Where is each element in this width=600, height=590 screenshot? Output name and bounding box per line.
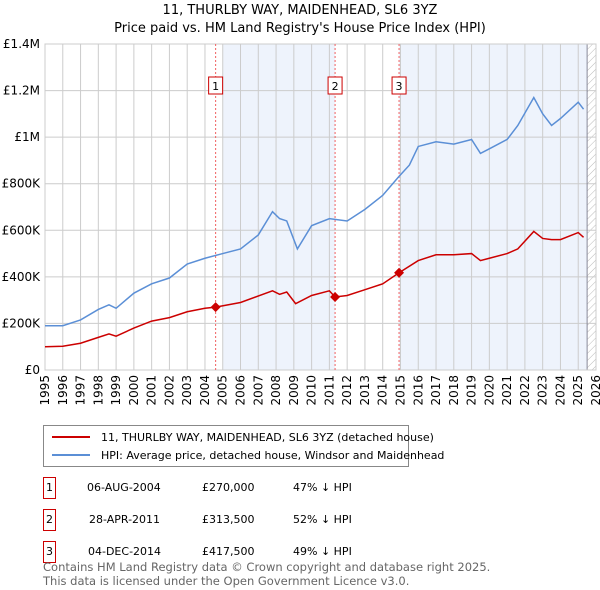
x-tick-label: 2001 (145, 375, 159, 406)
x-tick-label: 2015 (393, 375, 407, 406)
x-tick-label: 1996 (56, 375, 70, 406)
sale-label-box (327, 76, 343, 95)
x-tick-label: 2018 (447, 375, 461, 406)
x-tick-label: 2017 (429, 375, 443, 406)
sale-hpi: 49% ↓ HPI (293, 545, 352, 558)
sale-point (394, 267, 405, 278)
sale-price: £417,500 (202, 545, 255, 558)
x-tick-label: 2003 (180, 375, 194, 406)
x-tick-label: 2004 (198, 375, 212, 406)
x-tick-label: 2014 (376, 375, 390, 406)
x-tick-label: 2007 (251, 375, 265, 406)
sale-label: 1 (212, 80, 219, 93)
sale-label: 2 (332, 80, 339, 93)
sale-hpi: 47% ↓ HPI (293, 481, 352, 494)
y-tick-label: £200K (2, 316, 42, 330)
forecast-hatch (587, 44, 596, 370)
y-tick-label: £1.2M (3, 84, 40, 98)
x-tick-label: 2021 (500, 375, 514, 406)
legend-red-line (52, 436, 90, 438)
legend-hpi: HPI: Average price, detached house, Wind… (101, 448, 445, 462)
sale-number: 2 (43, 509, 56, 531)
sale-date: 06-AUG-2004 (87, 481, 161, 494)
legend: 11, THURLBY WAY, MAIDENHEAD, SL6 3YZ (de… (43, 425, 444, 467)
shaded-region (399, 44, 588, 370)
hpi-line (45, 96, 585, 327)
x-tick-label: 2000 (127, 375, 141, 406)
x-tick-label: 2022 (518, 375, 532, 406)
x-tick-label: 2019 (465, 375, 479, 406)
x-tick-label: 2012 (340, 375, 354, 406)
y-tick-label: £800K (2, 177, 42, 191)
sale-date: 04-DEC-2014 (88, 545, 162, 558)
chart-subtitle: Price paid vs. HM Land Registry's House … (114, 21, 486, 36)
y-tick-label: £1M (14, 130, 40, 144)
footer-line: Contains HM Land Registry data © Crown c… (43, 560, 491, 574)
x-tick-label: 2026 (589, 375, 600, 406)
y-tick-label: £1.4M (3, 37, 40, 51)
sale-point (330, 291, 341, 302)
sale-number: 3 (43, 541, 56, 563)
plot-border (44, 43, 597, 371)
x-tick-label: 2005 (216, 375, 230, 406)
x-tick-label: 2002 (162, 375, 176, 406)
x-tick-label: 1998 (91, 375, 105, 406)
sale-point (210, 302, 221, 313)
sale-number: 1 (43, 477, 56, 499)
x-tick-label: 2013 (358, 375, 372, 406)
sale-label-box (391, 76, 407, 95)
x-tick-label: 1995 (38, 375, 52, 406)
x-tick-label: 2008 (269, 375, 283, 406)
x-tick-label: 1999 (109, 375, 123, 406)
sale-label: 3 (396, 80, 403, 93)
x-tick-label: 2024 (553, 375, 567, 406)
legend-property: 11, THURLBY WAY, MAIDENHEAD, SL6 3YZ (de… (101, 430, 434, 444)
sale-price: £270,000 (202, 481, 255, 494)
x-tick-label: 2023 (536, 375, 550, 406)
footer: Contains HM Land Registry data © Crown c… (43, 560, 490, 588)
x-tick-label: 2010 (305, 375, 319, 406)
sale-price: £313,500 (202, 513, 255, 526)
price-chart: 1995 1996 1997 1998 1999 2000 2001 2002 2003 2004… (2, 37, 600, 406)
x-tick-label: 2025 (571, 375, 585, 406)
y-tick-label: £0 (25, 363, 40, 377)
chart-title: 11, THURLBY WAY, MAIDENHEAD, SL6 3YZ (162, 3, 438, 18)
shaded-region (222, 44, 336, 370)
x-tick-label: 2020 (482, 375, 496, 406)
sale-label-box (208, 76, 224, 95)
sale-hpi: 52% ↓ HPI (293, 513, 352, 526)
x-tick-label: 1997 (74, 375, 88, 406)
x-tick-label: 2016 (411, 375, 425, 406)
property-price-line (44, 230, 585, 348)
x-tick-label: 2009 (287, 375, 301, 406)
y-tick-label: £600K (2, 223, 42, 237)
x-tick-label: 2006 (234, 375, 248, 406)
sale-date: 28-APR-2011 (89, 513, 161, 526)
y-tick-label: £400K (2, 270, 42, 284)
legend-blue-line (52, 454, 90, 456)
footer-line: This data is licensed under the Open Gov… (43, 574, 410, 588)
x-tick-label: 2011 (322, 375, 336, 406)
